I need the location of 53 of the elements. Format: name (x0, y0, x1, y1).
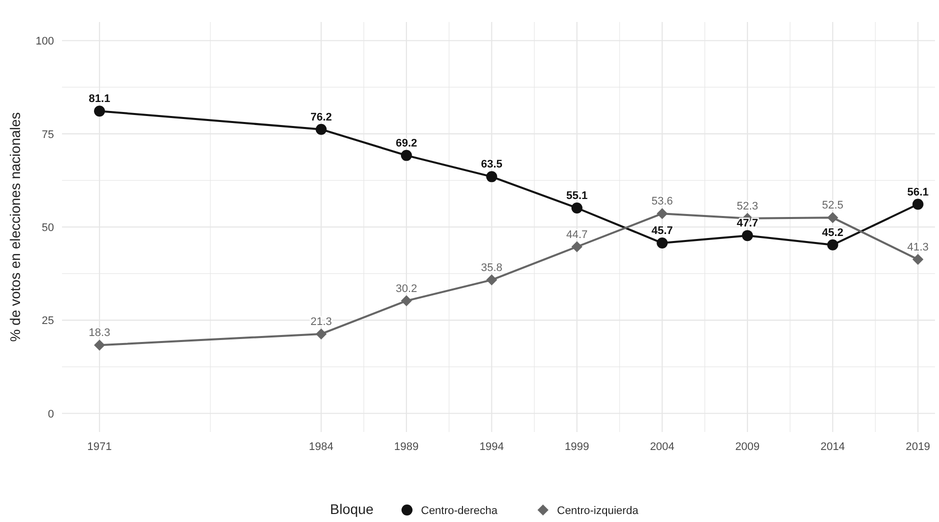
legend-label: Centro-izquierda (557, 505, 640, 517)
point (316, 124, 327, 135)
point (742, 230, 753, 242)
point (486, 171, 498, 182)
point (571, 241, 582, 252)
point (656, 208, 668, 220)
x-tick-label: 1999 (564, 441, 590, 453)
x-tick-label: 1994 (479, 441, 504, 453)
point (400, 295, 412, 306)
legend-label: Centro-derecha (421, 505, 498, 517)
data-label: 35.8 (480, 262, 502, 274)
data-label: 44.7 (566, 228, 588, 241)
point (827, 212, 838, 224)
point (912, 254, 924, 265)
point (571, 202, 582, 214)
y-tick-label: 50 (42, 222, 54, 234)
x-tick-label: 2014 (820, 441, 845, 453)
point (94, 340, 106, 351)
data-label: 47.7 (736, 218, 758, 230)
point (912, 198, 924, 210)
data-label: 63.5 (480, 158, 502, 171)
data-label: 52.3 (736, 200, 758, 212)
x-tick-label: 1971 (87, 441, 112, 453)
data-label: 56.1 (907, 186, 929, 198)
point (94, 106, 106, 117)
x-tick-label: 2009 (735, 441, 760, 453)
data-label: 69.2 (396, 137, 418, 150)
x-tick-label: 2019 (906, 441, 930, 453)
data-label: 81.1 (88, 93, 110, 106)
data-label: 21.3 (310, 316, 332, 328)
legend-title: Bloque (330, 501, 374, 517)
y-tick-label: 100 (36, 36, 54, 48)
x-tick-label: 2004 (650, 441, 674, 453)
y-tick-label: 25 (42, 315, 54, 328)
point (486, 274, 498, 286)
point (827, 239, 838, 250)
data-label: 76.2 (310, 111, 332, 124)
data-label: 45.7 (651, 225, 673, 238)
data-label: 18.3 (88, 327, 110, 340)
x-tick-label: 1989 (394, 441, 419, 453)
point (400, 150, 412, 161)
point (316, 328, 327, 340)
data-label: 53.6 (651, 196, 673, 208)
y-tick-label: 0 (48, 408, 54, 420)
point (656, 238, 668, 249)
y-tick-label: 75 (42, 128, 54, 141)
data-label: 30.2 (396, 282, 418, 295)
data-label: 55.1 (566, 190, 588, 202)
data-label: 41.3 (907, 241, 929, 254)
y-axis-title: % de votos en elecciones nacionales (7, 112, 23, 342)
x-tick-label: 1984 (308, 441, 334, 453)
data-label: 52.5 (822, 200, 844, 212)
data-label: 45.2 (822, 226, 844, 239)
